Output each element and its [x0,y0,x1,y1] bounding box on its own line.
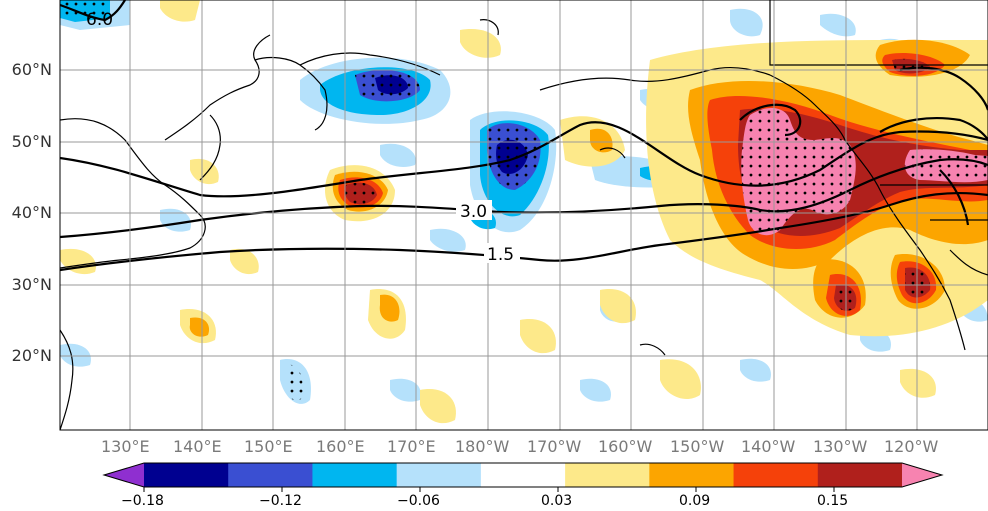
contour-label-1-5: 1.5 [487,245,514,265]
colorbar-extend-low [104,463,144,487]
graticule [60,0,988,430]
lon-label-160w: 160°W [598,437,653,456]
lon-label-160e: 160°E [316,437,365,456]
colorbar-tick-neg012: −0.12 [259,493,302,509]
colorbar-bin [817,463,903,487]
colorbar-bin [396,463,482,487]
lon-label-150e: 150°E [244,437,293,456]
colorbar-extend-high [902,463,942,487]
lon-label-170e: 170°E [387,437,436,456]
lon-label-180w: 180°W [455,437,510,456]
colorbar-bin [565,463,650,487]
colorbar-bin [228,463,313,487]
lat-label-30n: 30°N [11,275,52,294]
lon-label-140e: 140°E [173,437,222,456]
lat-label-40n: 40°N [11,203,52,222]
significance-stippling [60,0,988,401]
colorbar-tick-015: 0.15 [817,493,849,509]
contour-label-3: 3.0 [460,202,487,222]
colorbar-bin [312,463,398,487]
mean-contours [60,0,988,272]
lat-label-60n: 60°N [11,60,52,79]
lat-label-50n: 50°N [11,132,52,151]
lon-label-130w: 130°W [813,437,868,456]
lon-label-140w: 140°W [741,437,796,456]
map-frame [59,0,988,431]
colorbar-tick-neg018: −0.18 [121,493,164,509]
colorbar [102,462,944,492]
colorbar-bin [480,463,566,487]
colorbar-bin [144,463,229,487]
colorbar-bin [649,463,735,487]
coastlines [60,0,988,430]
colorbar-tick-003: 0.03 [541,493,573,509]
lon-label-170w: 170°W [527,437,582,456]
lon-label-120w: 120°W [884,437,939,456]
lat-label-20n: 20°N [11,346,52,365]
colorbar-tick-009: 0.09 [679,493,711,509]
colorbar-bin [733,463,819,487]
contour-label-6: 6.0 [86,10,113,30]
lon-label-130e: 130°E [101,437,150,456]
colorbar-tick-neg006: −0.06 [397,493,440,509]
lon-label-150w: 150°W [670,437,725,456]
